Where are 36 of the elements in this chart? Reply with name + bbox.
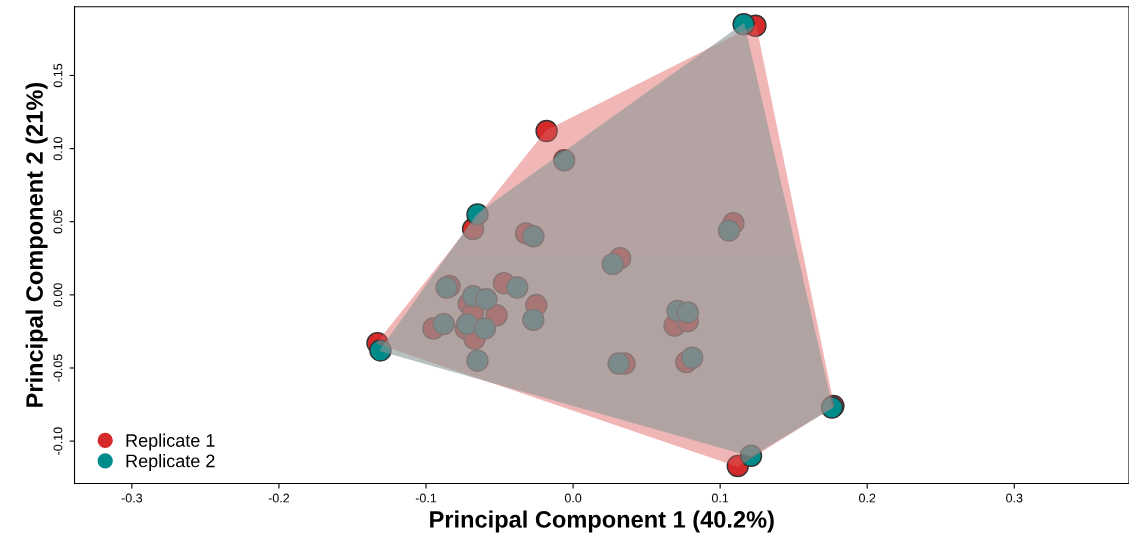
- x-tick-label: -0.1: [415, 493, 437, 503]
- point: [601, 252, 625, 276]
- y-tick-label: 0.10: [53, 136, 63, 161]
- y-tick-label: -0.05: [53, 354, 63, 382]
- point: [553, 149, 576, 172]
- point: [432, 312, 455, 336]
- x-tick-label: 0.0: [564, 493, 582, 503]
- point: [717, 219, 741, 242]
- point: [466, 203, 489, 226]
- point: [535, 119, 558, 143]
- point: [522, 308, 545, 331]
- y-axis-title: Principal Component 2 (21%): [25, 82, 48, 407]
- point: [475, 288, 498, 311]
- point: [455, 312, 479, 336]
- x-tick-label: 0.3: [1006, 493, 1023, 503]
- point: [739, 444, 763, 467]
- point: [473, 317, 497, 340]
- point: [505, 276, 529, 299]
- x-tick-label: -0.3: [121, 493, 143, 503]
- point: [676, 301, 700, 324]
- point: [369, 339, 392, 362]
- point: [732, 13, 755, 36]
- point: [607, 352, 630, 375]
- x-tick-label: -0.2: [268, 493, 290, 503]
- legend-label: Replicate 1: [126, 433, 215, 451]
- x-tick-label: 0.2: [859, 493, 876, 503]
- y-tick-label: 0.00: [53, 283, 63, 307]
- point: [466, 349, 489, 372]
- x-tick-label: 0.1: [711, 493, 729, 503]
- x-axis-title: Principal Component 1 (40.2%): [430, 510, 774, 533]
- y-tick-label: 0.05: [53, 210, 63, 234]
- point: [522, 225, 545, 248]
- legend-label: Replicate 2: [126, 454, 215, 471]
- point: [680, 346, 704, 369]
- y-tick-label: 0.15: [53, 63, 63, 88]
- y-tick-label: -0.10: [53, 427, 63, 455]
